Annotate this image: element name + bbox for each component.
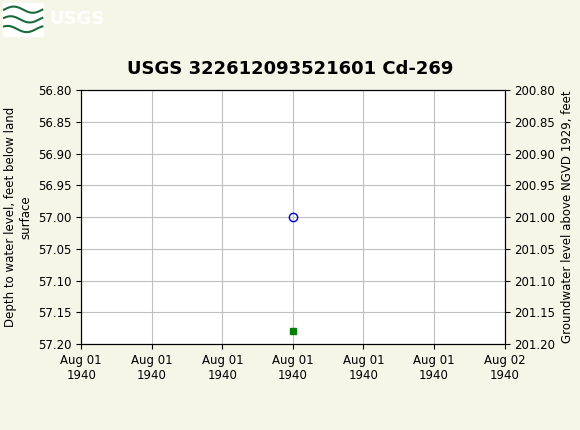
Bar bbox=[3, 3, 43, 36]
Y-axis label: Groundwater level above NGVD 1929, feet: Groundwater level above NGVD 1929, feet bbox=[561, 91, 574, 344]
Text: USGS: USGS bbox=[49, 10, 104, 28]
Y-axis label: Depth to water level, feet below land
surface: Depth to water level, feet below land su… bbox=[5, 107, 32, 327]
Text: USGS 322612093521601 Cd-269: USGS 322612093521601 Cd-269 bbox=[127, 60, 453, 78]
